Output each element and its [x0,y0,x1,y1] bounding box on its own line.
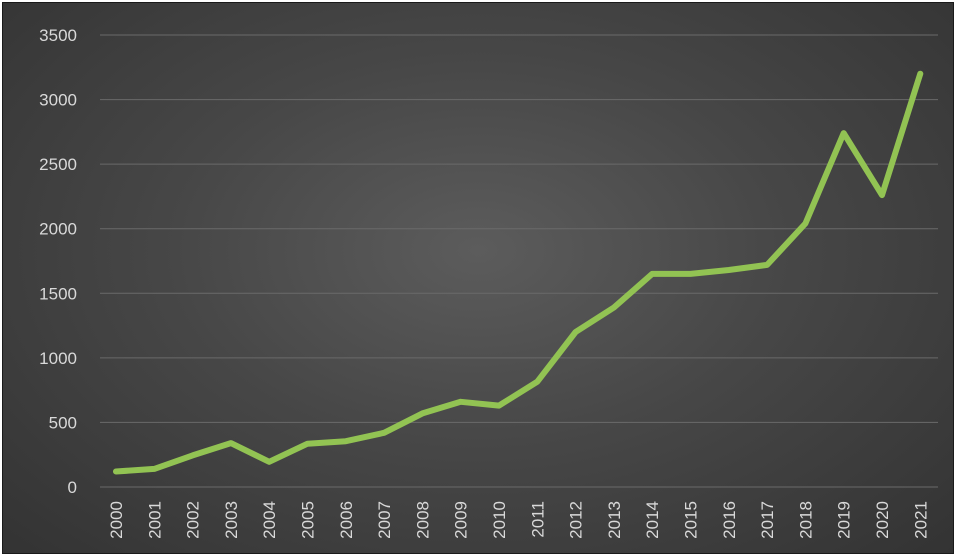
x-tick-label-2009: 2009 [452,501,471,539]
y-tick-label-2000: 2000 [39,220,77,239]
y-tick-label-1500: 1500 [39,284,77,303]
gridlines [100,34,938,488]
x-tick-label-2018: 2018 [796,501,815,539]
x-tick-label-2020: 2020 [873,501,892,539]
y-tick-label-0: 0 [68,478,77,497]
x-tick-label-2017: 2017 [758,501,777,539]
x-tick-label-2004: 2004 [260,501,279,539]
x-tick-label-2005: 2005 [299,501,318,539]
x-tick-label-2002: 2002 [184,501,203,539]
x-tick-label-2008: 2008 [413,501,432,539]
y-tick-label-500: 500 [49,413,77,432]
y-tick-label-3000: 3000 [39,91,77,110]
x-tick-label-2021: 2021 [911,501,930,539]
y-tick-label-1000: 1000 [39,349,77,368]
x-tick-label-2010: 2010 [490,501,509,539]
series-line-0 [113,70,924,475]
x-tick-label-2011: 2011 [528,501,547,538]
x-tick-label-2014: 2014 [643,501,662,539]
x-tick-label-2003: 2003 [222,501,241,539]
x-tick-label-2000: 2000 [107,501,126,539]
x-tick-label-2015: 2015 [682,501,701,539]
y-tick-label-2500: 2500 [39,155,77,174]
x-tick-label-2006: 2006 [337,501,356,539]
x-tick-label-2019: 2019 [835,501,854,539]
x-tick-label-2016: 2016 [720,501,739,539]
x-tick-label-2012: 2012 [567,501,586,539]
x-tick-label-2007: 2007 [375,501,394,539]
series [113,70,924,475]
y-tick-label-3500: 3500 [39,26,77,45]
y-axis-tick-labels: 0 500 1000 1500 2000 2500 3000 3500 [39,26,77,497]
x-axis-tick-labels: 2000 2001 2002 2003 2004 2005 2006 2007 2008 2009… [107,501,930,539]
x-tick-label-2013: 2013 [605,501,624,539]
x-tick-label-2001: 2001 [145,501,164,539]
